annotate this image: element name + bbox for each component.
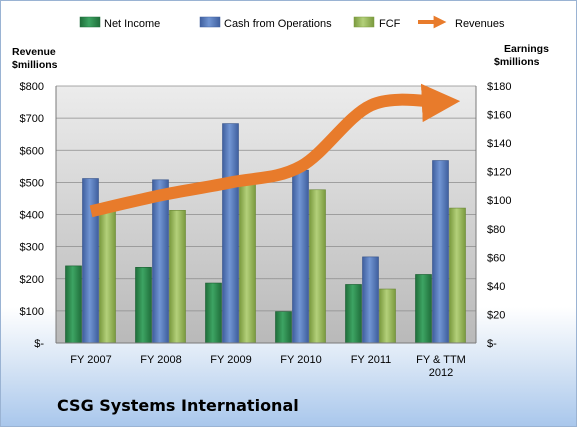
bar-net-income [345,284,362,344]
x-tick-label: FY 2010 [280,354,321,366]
company-name: CSG Systems International [57,396,299,415]
bar-cash-from-operations [432,160,449,344]
bar-net-income [415,274,432,344]
bar-fcf [169,210,186,344]
x-tick-label: 2012 [429,367,453,379]
left-tick-label: $100 [20,306,44,318]
left-tick-label: $300 [20,242,44,254]
bar-net-income [135,267,152,344]
right-tick-label: $40 [487,281,505,293]
bar-fcf [449,207,466,344]
left-tick-label: $800 [20,81,44,93]
bar-cash-from-operations [292,169,309,344]
bar-fcf [309,189,326,344]
right-tick-label: $80 [487,224,505,236]
bar-cash-from-operations [362,256,379,344]
revenue-line [89,83,461,218]
bar-cash-from-operations [82,178,99,344]
x-tick-label: FY 2011 [351,354,392,366]
x-tick-label: FY & TTM [416,354,466,366]
legend-swatch-net-income [79,16,101,28]
left-tick-label: $700 [20,113,44,125]
revenue-line-group [89,83,461,218]
right-tick-label: $140 [487,138,511,150]
right-tick-label: $180 [487,81,511,93]
axes-group: $- $100 $200 $300 $400 $500 $600 $700 $800 $- $20 $… [20,81,512,379]
right-tick-label: $120 [487,167,511,179]
left-axis-title: Revenue $millions [12,46,58,71]
right-axis-title: Earnings $millions [494,43,549,68]
bar-fcf [99,207,116,344]
bar-fcf [379,288,396,344]
left-tick-label: $- [34,338,44,350]
legend: Net Income Cash from Operations FCF Reve… [79,15,505,30]
legend-swatch-cash-from-operations [199,16,221,28]
legend-label-revenues: Revenues [455,18,505,30]
right-tick-label: $160 [487,110,511,122]
left-tick-label: $400 [20,210,44,222]
bar-net-income [205,282,222,344]
right-tick-label: $- [487,338,497,350]
x-tick-label: FY 2009 [210,354,251,366]
bar-cash-from-operations [152,179,169,344]
x-tick-label: FY 2007 [70,354,111,366]
legend-label-fcf: FCF [379,18,401,30]
legend-swatch-fcf [353,16,375,28]
bar-net-income [275,311,292,344]
right-tick-label: $20 [487,309,505,321]
right-tick-label: $60 [487,252,505,264]
x-tick-label: FY 2008 [140,354,181,366]
bar-net-income [65,265,82,344]
bar-fcf [239,177,256,344]
left-tick-label: $200 [20,274,44,286]
bar-cash-from-operations [222,123,239,344]
right-tick-label: $100 [487,195,511,207]
legend-label-net-income: Net Income [104,18,160,30]
legend-label-cash-from-operations: Cash from Operations [224,18,332,30]
left-tick-label: $500 [20,177,44,189]
left-tick-label: $600 [20,145,44,157]
